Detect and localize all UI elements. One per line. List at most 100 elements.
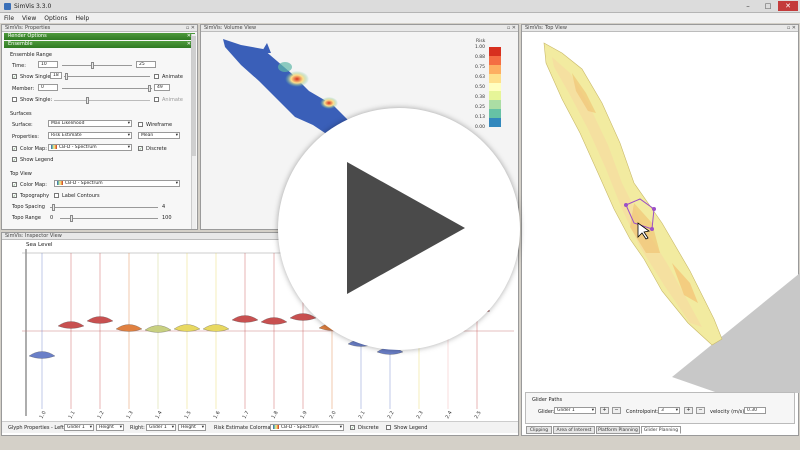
legend-swatch — [489, 100, 501, 110]
ensemble-range-heading: Ensemble Range — [10, 52, 52, 58]
properties-scrollbar[interactable] — [191, 34, 196, 229]
show-single-1-spinbox[interactable]: 18 — [50, 72, 62, 79]
properties-title: SimVis: Properties ▫ ✕ — [2, 25, 197, 32]
maximize-button[interactable]: □ — [764, 2, 772, 10]
tab-clipping[interactable]: Clipping — [526, 426, 552, 434]
show-legend-label: Show Legend — [20, 157, 54, 163]
show-legend-checkbox[interactable]: ✓ — [12, 157, 17, 162]
topo-range-knob[interactable] — [70, 215, 73, 222]
left-property-dropdown[interactable]: Height ▾ — [96, 424, 124, 431]
risk-glyph[interactable] — [57, 321, 85, 329]
member-max-spinbox[interactable]: 49 — [154, 84, 170, 91]
menu-help[interactable]: Help — [75, 14, 90, 22]
controlpoint-dropdown[interactable]: 3 ▾ — [658, 407, 680, 414]
time-slider-knob[interactable] — [91, 62, 94, 69]
risk-glyph[interactable] — [202, 324, 230, 332]
menu-file[interactable]: File — [4, 14, 15, 22]
menu-view[interactable]: View — [22, 14, 37, 22]
glider-dropdown[interactable]: Glider 1 ▾ — [554, 407, 596, 414]
panel-buttons[interactable]: ▫ ✕ — [506, 25, 516, 31]
panel-buttons[interactable]: ▫ ✕ — [185, 25, 195, 31]
show-single-2-slider[interactable] — [54, 97, 150, 104]
show-single-1-checkbox[interactable]: ✓ — [12, 74, 17, 79]
risk-colormap-dropdown[interactable]: CB-D - Spectrum ▾ — [270, 424, 344, 431]
tv-color-map-dropdown[interactable]: CB-D - Spectrum ▾ — [54, 180, 180, 187]
surface-dropdown[interactable]: Max Likelihood ▾ — [48, 120, 132, 127]
risk-glyph[interactable] — [144, 325, 172, 333]
chevron-down-icon: ▾ — [175, 133, 178, 138]
legend-swatch — [489, 118, 501, 127]
animate-2-checkbox[interactable] — [154, 97, 159, 102]
right-glider-dropdown[interactable]: Glider 1 ▾ — [146, 424, 176, 431]
show-single-2-checkbox[interactable] — [12, 97, 17, 102]
legend-tick-label: 0.13 — [475, 115, 486, 120]
remove-controlpoint-button[interactable]: − — [696, 407, 705, 414]
panel-buttons[interactable]: ▫ ✕ — [786, 25, 796, 31]
risk-glyph[interactable] — [231, 315, 259, 323]
statistic-dropdown[interactable]: Mean ▾ — [138, 132, 180, 139]
topography-checkbox[interactable]: ✓ — [12, 193, 17, 198]
x-tick-label: 2.0 — [329, 410, 338, 420]
show-single-1-slider[interactable] — [64, 73, 150, 80]
right-property-dropdown[interactable]: Height ▾ — [178, 424, 206, 431]
wireframe-checkbox[interactable] — [138, 122, 143, 127]
add-controlpoint-button[interactable]: + — [684, 407, 693, 414]
topo-range-slider[interactable] — [60, 215, 158, 222]
risk-glyph[interactable] — [289, 313, 317, 321]
risk-glyph[interactable] — [173, 324, 201, 332]
scrollbar-thumb[interactable] — [192, 36, 196, 156]
color-map-dropdown[interactable]: CB-D - Spectrum ▾ — [48, 144, 132, 151]
legend-swatch — [489, 73, 501, 83]
chevron-down-icon: ▾ — [591, 408, 594, 413]
inspector-show-legend-checkbox[interactable] — [386, 425, 391, 430]
legend-swatch — [489, 82, 501, 92]
time-min-spinbox[interactable]: 10 — [38, 61, 58, 68]
controlpoint[interactable] — [624, 203, 628, 207]
glyph-properties-bar: Glyph Properties - Left: Glider 1 ▾ Heigh… — [2, 421, 518, 433]
top-view-map[interactable] — [522, 33, 800, 393]
ensemble-header[interactable]: Ensemble ✕ — [4, 41, 195, 48]
topo-spacing-knob[interactable] — [52, 204, 55, 211]
discrete-checkbox[interactable]: ✓ — [138, 146, 143, 151]
remove-glider-button[interactable]: − — [612, 407, 621, 414]
risk-glyph[interactable] — [28, 351, 56, 359]
velocity-input[interactable]: 0.30 — [744, 407, 766, 414]
tab-platform-planning[interactable]: Platform Planning — [596, 426, 640, 434]
tab-glider-planning[interactable]: Glider Planning — [641, 426, 681, 434]
properties-title-text: SimVis: Properties — [5, 25, 51, 31]
close-icon[interactable]: ✕ — [186, 33, 191, 39]
left-glider-dropdown[interactable]: Glider 1 ▾ — [64, 424, 94, 431]
right-label: Right: — [130, 425, 145, 431]
risk-glyph[interactable] — [260, 317, 288, 325]
risk-glyph[interactable] — [115, 324, 143, 332]
volume-render-canvas[interactable] — [201, 33, 520, 231]
show-single-2-knob[interactable] — [86, 97, 89, 104]
properties-dropdown[interactable]: Risk Estimate ▾ — [48, 132, 132, 139]
show-single-1-knob[interactable] — [65, 73, 68, 80]
tv-color-map-checkbox[interactable]: ✓ — [12, 182, 17, 187]
label-contours-checkbox[interactable] — [54, 193, 59, 198]
menu-options[interactable]: Options — [44, 14, 68, 22]
topo-spacing-slider[interactable] — [50, 204, 158, 211]
member-min-spinbox[interactable]: 0 — [38, 84, 58, 91]
inspector-discrete-checkbox[interactable]: ✓ — [350, 425, 355, 430]
add-glider-button[interactable]: + — [600, 407, 609, 414]
time-max-spinbox[interactable]: 25 — [136, 61, 156, 68]
member-slider-knob[interactable] — [148, 85, 151, 92]
minimize-button[interactable]: – — [746, 2, 750, 10]
risk-glyph[interactable] — [86, 316, 114, 324]
properties-label: Properties: — [12, 134, 39, 140]
time-range-slider[interactable] — [62, 62, 132, 69]
animate-1-checkbox[interactable] — [154, 74, 159, 79]
member-range-slider[interactable] — [62, 85, 152, 92]
controlpoint[interactable] — [652, 207, 656, 211]
close-button[interactable]: ✕ — [778, 1, 798, 11]
controlpoint[interactable] — [650, 227, 654, 231]
render-options-header[interactable]: Render Options ✕ — [4, 33, 195, 40]
tab-area-of-interest[interactable]: Area of Interest — [553, 426, 595, 434]
color-map-checkbox[interactable]: ✓ — [12, 146, 17, 151]
glider-path[interactable] — [625, 198, 655, 230]
spectrum-swatch-icon — [273, 425, 279, 429]
close-icon[interactable]: ✕ — [186, 41, 191, 47]
left-property-value: Height — [99, 425, 114, 430]
